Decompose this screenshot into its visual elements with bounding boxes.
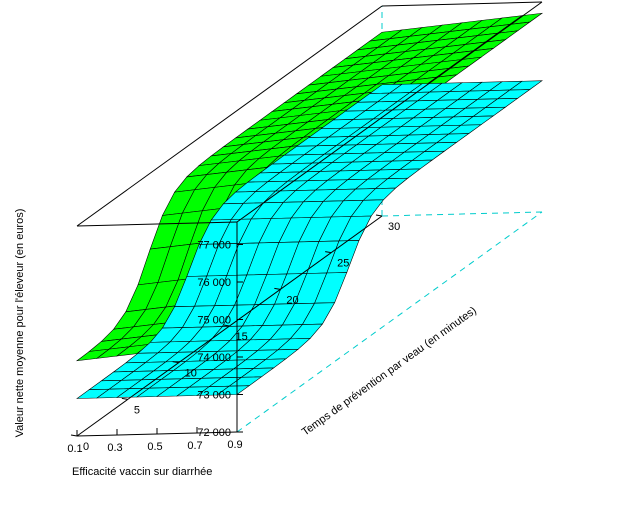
y-axis-title: Temps de prévention par veau (en minutes… [300, 305, 479, 439]
box-edge-back-floor [236, 211, 543, 433]
y-tick-label: 5 [134, 404, 140, 416]
y-tick-mark [274, 287, 281, 290]
x-tick-label: 0.3 [107, 442, 122, 454]
box-edge-top [76, 5, 383, 227]
z-tick-label: 73 000 [197, 390, 231, 402]
z-tick-label: 75 000 [197, 315, 231, 327]
z-tick-label: 76 000 [197, 277, 231, 289]
y-tick-label: 25 [337, 258, 349, 270]
y-tick-mark [375, 214, 383, 217]
surfaces [75, 12, 544, 399]
y-axis-ticks: 0 5 10 15 20 25 30 [70, 214, 400, 453]
box-edge-top [381, 1, 543, 7]
z-axis-title: Valeur nette moyenne pour l'éleveur (en … [14, 209, 26, 438]
box-edge-back-floor [381, 211, 543, 217]
y-tick-label: 15 [236, 331, 248, 343]
z-tick-label: 74 000 [197, 352, 231, 364]
z-tick-label: 77 000 [197, 240, 231, 252]
y-tick-label: 0 [83, 441, 89, 453]
y-tick-label: 30 [388, 221, 400, 233]
x-tick-label: 0.9 [227, 439, 242, 451]
z-tick-label: 72 000 [197, 427, 231, 439]
z-axis-ticks: 72 000 73 000 74 000 75 000 76 000 77 000 [197, 240, 243, 439]
y-tick-label: 10 [185, 368, 197, 380]
y-tick-mark [325, 251, 332, 254]
x-tick-label: 0.5 [147, 441, 162, 453]
y-tick-mark [223, 324, 230, 327]
x-axis-ticks: 0.9 0.7 0.5 0.3 0.1 [67, 426, 243, 455]
surface-cell [216, 385, 251, 396]
y-tick-mark [172, 361, 179, 364]
x-tick-label: 0.1 [67, 443, 82, 455]
y-tick-mark [70, 434, 78, 437]
x-tick-label: 0.7 [187, 440, 202, 452]
y-tick-label: 20 [286, 294, 298, 306]
box-edge-top [76, 221, 238, 227]
box-edge-top [236, 1, 543, 223]
y-tick-mark [121, 397, 128, 400]
x-axis-title: Efficacité vaccin sur diarrhée [72, 466, 212, 478]
